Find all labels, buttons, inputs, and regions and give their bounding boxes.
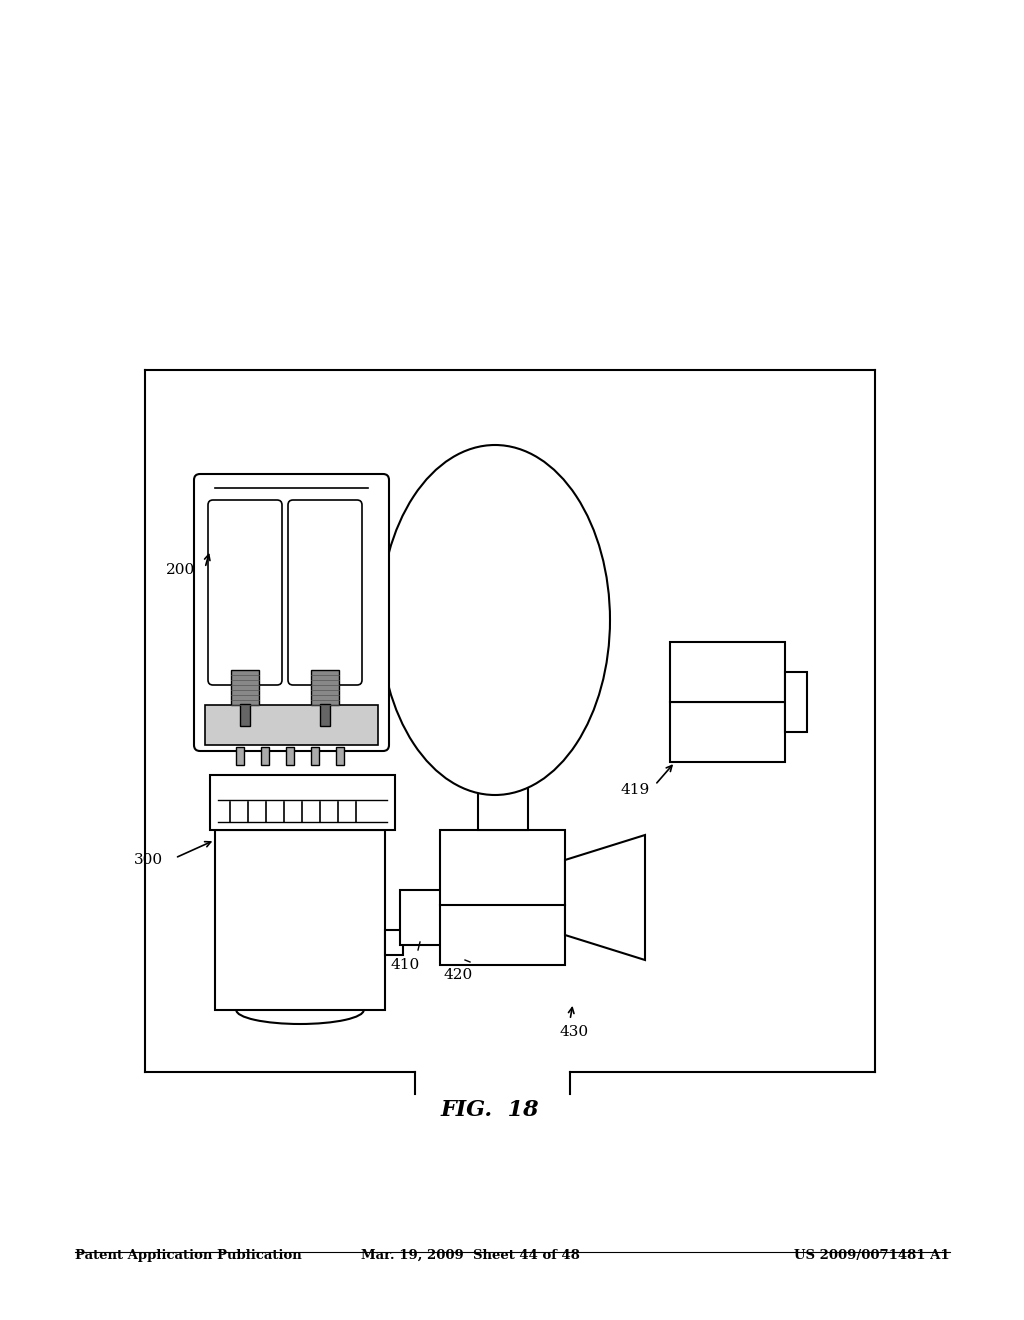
FancyBboxPatch shape [288, 500, 362, 685]
Text: Mar. 19, 2009  Sheet 44 of 48: Mar. 19, 2009 Sheet 44 of 48 [360, 1249, 580, 1262]
Text: 300: 300 [134, 853, 163, 867]
Text: US 2009/0071481 A1: US 2009/0071481 A1 [795, 1249, 950, 1262]
Bar [385, 931, 403, 954]
Bar [236, 747, 244, 766]
Ellipse shape [380, 445, 610, 795]
FancyBboxPatch shape [194, 474, 389, 751]
Bar [670, 702, 785, 762]
Bar [478, 780, 528, 830]
Text: 420: 420 [443, 968, 473, 982]
Text: 410: 410 [390, 958, 420, 972]
Text: Patent Application Publication: Patent Application Publication [75, 1249, 302, 1262]
Text: 200: 200 [166, 564, 195, 577]
Bar [336, 747, 344, 766]
Bar [205, 705, 378, 744]
Text: FIG.  18: FIG. 18 [440, 1100, 540, 1121]
Text: 419: 419 [621, 783, 650, 797]
Text: 430: 430 [560, 1026, 589, 1039]
Polygon shape [565, 836, 645, 960]
Bar [319, 704, 330, 726]
Bar [215, 830, 385, 1010]
Bar [311, 671, 339, 705]
Bar [400, 890, 445, 945]
FancyBboxPatch shape [208, 500, 282, 685]
Bar [670, 642, 785, 702]
Bar [440, 830, 565, 965]
Bar [785, 672, 807, 733]
Bar [286, 747, 294, 766]
Bar [311, 747, 319, 766]
Bar [261, 747, 269, 766]
Bar [231, 671, 259, 705]
Bar [240, 704, 250, 726]
Bar [210, 775, 395, 830]
